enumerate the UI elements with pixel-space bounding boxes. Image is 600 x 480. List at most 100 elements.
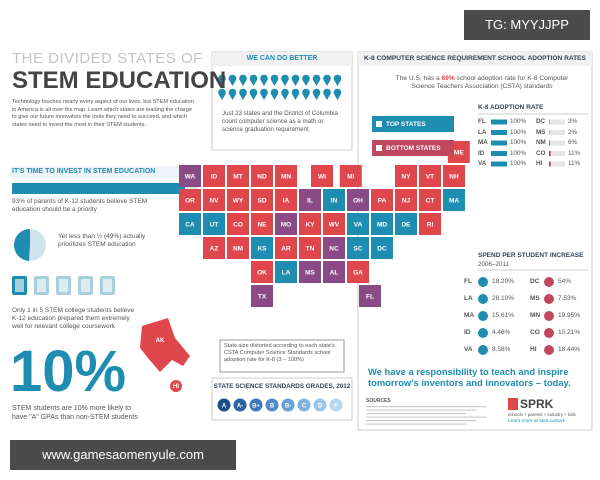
pin-icon — [228, 74, 237, 86]
grade-circle — [281, 398, 295, 412]
adoption-panel — [357, 51, 593, 431]
state-label: NV — [209, 198, 219, 205]
rate-state: MS — [536, 128, 546, 136]
book-page — [37, 279, 46, 292]
grades-title: STATE SCIENCE STANDARDS GRADES, 2012 — [213, 383, 351, 390]
legend-label: TOP STATES — [386, 120, 426, 128]
rate-state: HI — [536, 160, 543, 167]
book-page — [81, 279, 90, 292]
hawaii-mark — [170, 380, 182, 392]
state-label: OK — [257, 270, 267, 277]
rate-label: 2% — [568, 128, 578, 136]
grades-panel — [211, 377, 353, 421]
legend-dot — [376, 145, 382, 151]
state-label: DC — [377, 246, 387, 253]
state-tile — [323, 189, 345, 211]
state-tile — [359, 285, 381, 307]
state-tile — [443, 189, 465, 211]
rate-track — [549, 161, 565, 167]
state-tile — [275, 261, 297, 283]
logo: SPRK — [520, 397, 554, 411]
state-label: IL — [307, 198, 313, 205]
spend-value: 10.21% — [558, 329, 581, 336]
state-label: WI — [318, 174, 326, 181]
spend-title: SPEND PER STUDENT INCREASE — [478, 252, 584, 259]
pin-icon — [312, 74, 321, 86]
state-label: DE — [401, 222, 411, 229]
state-tile — [227, 189, 249, 211]
grade-label: D — [318, 404, 323, 410]
grade-circle — [329, 398, 343, 412]
rate-state: VA — [478, 160, 487, 167]
state-label: HI — [173, 384, 179, 390]
spend-value: 54% — [558, 278, 572, 285]
rate-label: 100% — [510, 149, 527, 157]
state-label: LA — [282, 270, 291, 277]
state-tile — [203, 237, 225, 259]
state-label: TX — [258, 294, 267, 301]
state-label: OH — [353, 198, 363, 205]
state-tile — [251, 165, 273, 187]
state-tile — [395, 189, 417, 211]
state-label: AZ — [210, 246, 219, 253]
grade-label: A- — [237, 404, 243, 410]
alaska-shape — [140, 318, 190, 372]
spend-icon — [544, 294, 554, 304]
state-tile — [347, 189, 369, 211]
book-page — [15, 279, 24, 292]
rate-label: 11% — [568, 149, 581, 157]
grade-circle — [313, 398, 327, 412]
spend-icon — [478, 294, 488, 304]
state-tile — [371, 237, 393, 259]
pin-icon — [281, 88, 289, 100]
state-label: NH — [449, 174, 459, 181]
state-label: KS — [257, 246, 267, 253]
kicker: THE DIVIDED STATES OF — [12, 50, 203, 67]
summary-part: The U.S. has a — [395, 75, 442, 82]
spend-state: ID — [464, 329, 471, 336]
spend-value: 19.95% — [558, 312, 581, 319]
spend-icon — [478, 311, 488, 321]
parents-text: 93% of parents of K-12 students believe … — [12, 198, 148, 214]
pin-icon — [323, 74, 331, 86]
pin-icon — [249, 74, 258, 86]
pin-icon — [260, 88, 268, 100]
pin-icon — [260, 74, 268, 86]
spend-state: DC — [530, 278, 540, 285]
grade-circle — [217, 398, 231, 412]
state-tile — [395, 165, 417, 187]
grade-label: B — [270, 404, 275, 410]
pin-icon — [228, 88, 237, 100]
pin-icon — [218, 88, 226, 100]
spend-state: MA — [464, 312, 475, 319]
spend-value: 18.44% — [558, 346, 581, 353]
rate-state: DC — [536, 118, 546, 125]
rate-label: 100% — [510, 118, 527, 125]
state-tile — [443, 165, 465, 187]
parents-bar — [12, 183, 185, 194]
state-label: SD — [257, 198, 266, 205]
pin-icon — [270, 74, 279, 86]
state-tile — [323, 237, 345, 259]
grade-label: C — [302, 404, 307, 410]
rate-title: K-8 ADOPTION RATE — [478, 104, 544, 111]
state-tile — [251, 285, 273, 307]
logo-sub: schools + parents + industry + kids — [508, 412, 576, 417]
spend-icon — [544, 277, 554, 287]
state-label: TN — [306, 246, 315, 253]
state-label: ID — [211, 174, 218, 181]
spend-state: FL — [464, 278, 472, 285]
rate-label: 6% — [568, 139, 578, 146]
spend-icon — [544, 345, 554, 355]
rate-bar — [549, 140, 550, 146]
spend-icon — [544, 328, 554, 338]
better-heading: WE CAN DO BETTER — [246, 55, 318, 62]
rate-label: 100% — [510, 128, 527, 136]
pie-slice — [14, 229, 30, 261]
rate-bar — [491, 140, 507, 146]
spend-icon — [478, 345, 488, 355]
state-tile — [299, 213, 321, 235]
pin-icon — [333, 88, 342, 100]
watermark-box — [464, 10, 590, 40]
